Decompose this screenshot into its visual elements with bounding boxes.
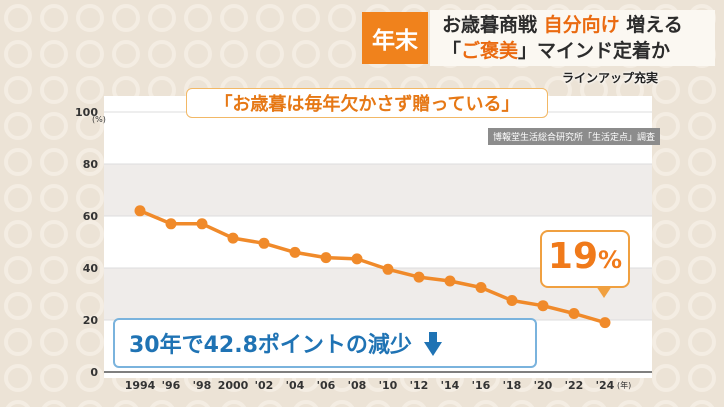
y-tick-label: 80: [83, 158, 99, 171]
y-tick-label: 0: [90, 366, 98, 379]
x-tick-label: '06: [317, 379, 336, 392]
x-tick-label: 1994: [125, 379, 156, 392]
x-tick-label: '24: [596, 379, 615, 392]
x-tick-label: '02: [255, 379, 274, 392]
data-point: [351, 253, 363, 265]
last-value: 19: [547, 236, 599, 277]
data-point: [289, 246, 301, 258]
y-tick-label: 40: [83, 262, 99, 275]
x-tick-label: '04: [286, 379, 305, 392]
x-tick-label: '12: [410, 379, 429, 392]
headline-line1-a: お歳暮商戦: [442, 14, 538, 36]
x-tick-label: '10: [379, 379, 398, 392]
data-point: [196, 218, 208, 230]
down-arrow-icon: [423, 332, 442, 356]
y-axis-unit: (%): [92, 115, 106, 124]
x-tick-label: '18: [503, 379, 522, 392]
data-point: [599, 317, 611, 329]
headline-line2: 「ご褒美」マインド定着か: [442, 38, 715, 64]
x-tick-label: '20: [534, 379, 553, 392]
data-point: [475, 282, 487, 293]
headline-line2-b: 」マインド定着か: [518, 40, 671, 62]
summary-callout: 30年で42.8ポイントの減少: [113, 318, 537, 368]
year-end-tag: 年末: [362, 12, 428, 64]
data-point: [537, 300, 549, 312]
callout-pointer: [596, 286, 612, 298]
x-tick-labels: 1994 '96 '98 2000 '02 '04 '06 '08 '10 '12 '14 '16 '1…: [125, 379, 615, 392]
data-point: [444, 275, 456, 287]
last-value-unit: %: [598, 246, 623, 274]
headline-line1-highlight: 自分向け: [543, 14, 620, 36]
lineup-caption: ラインアップ充実: [561, 71, 658, 85]
data-point: [165, 218, 177, 230]
data-points: [134, 205, 611, 329]
x-tick-label: '98: [193, 379, 212, 392]
last-value-callout: 19%: [540, 230, 630, 288]
headline-line1-b: 増える: [626, 14, 683, 36]
data-point: [134, 205, 146, 217]
headline-line2-a: 「: [442, 40, 462, 62]
y-tick-label: 60: [83, 210, 99, 223]
data-point: [506, 295, 518, 306]
data-point: [568, 308, 580, 319]
y-tick-labels: 0 20 40 60 80 100: [75, 106, 98, 379]
grid-band-60-80: [104, 164, 652, 216]
x-tick-label: '08: [348, 379, 367, 392]
headline-box: お歳暮商戦 自分向け 増える 「ご褒美」マインド定着か: [430, 10, 715, 66]
x-tick-label: '96: [162, 379, 181, 392]
y-tick-label: 20: [83, 314, 99, 327]
x-tick-label: '16: [472, 379, 491, 392]
summary-text: 30年で42.8ポイントの減少: [129, 333, 412, 358]
x-tick-label: 2000: [218, 379, 249, 392]
data-point: [413, 271, 425, 283]
data-point: [320, 252, 332, 264]
headline-line1: お歳暮商戦 自分向け 増える: [442, 12, 715, 38]
data-point: [258, 237, 270, 249]
data-point: [227, 232, 239, 244]
x-tick-label: '14: [441, 379, 460, 392]
y-tick-label: 100: [75, 106, 98, 119]
headline-line2-highlight: ご褒美: [461, 40, 519, 62]
source-label: 博報堂生活総合研究所「生活定点」調査: [488, 128, 661, 145]
x-axis-unit: (年): [617, 380, 631, 390]
series-line: [139, 209, 606, 325]
x-tick-label: '22: [565, 379, 584, 392]
chart-title: 「お歳暮は毎年欠かさず贈っている」: [186, 88, 548, 118]
data-point: [382, 263, 394, 275]
